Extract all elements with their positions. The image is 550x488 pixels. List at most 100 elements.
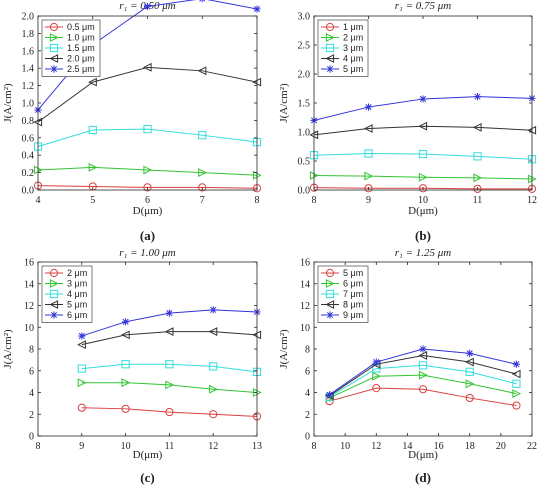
series-line (313, 152, 533, 160)
data-point (208, 327, 218, 337)
series-line (37, 128, 258, 147)
data-point (78, 332, 86, 340)
x-axis-label: D(μm) (133, 205, 163, 217)
y-tick-label: 6 (305, 366, 310, 377)
legend-label: 9 μm (343, 310, 363, 320)
series-2 (33, 162, 262, 180)
y-axis-label: J(A/cm²) (278, 83, 290, 123)
chart-panel-3: r₁ = 1.00 μm 8 9 10 11 12 13 0 2 4 6 8 10 12 14 16 D(μm)… (2, 247, 262, 485)
series-5 (310, 93, 536, 124)
legend-entry: 4 μm (321, 54, 363, 64)
data-point (464, 357, 474, 367)
legend-label: 2.0 μm (67, 54, 95, 64)
data-point (88, 162, 98, 172)
legend-entry: 3 μm (321, 43, 363, 53)
y-tick-label: 2 (29, 410, 34, 421)
data-point (418, 361, 428, 370)
panel-label: (d) (415, 470, 431, 485)
data-point (418, 370, 428, 380)
panel-label: (c) (140, 470, 154, 485)
x-tick-label: 4 (36, 195, 41, 206)
data-point (473, 152, 482, 161)
data-point (473, 184, 482, 193)
data-point (143, 125, 152, 134)
legend-entry: 6 μm (45, 310, 87, 320)
data-point (473, 93, 482, 101)
data-point (209, 384, 218, 394)
series-line (329, 387, 517, 407)
data-point (77, 364, 86, 373)
data-point (165, 380, 175, 390)
y-tick-label: 14 (24, 279, 34, 290)
data-point (77, 378, 87, 388)
legend-entry: 7 μm (321, 289, 363, 299)
y-tick-label: 0.0 (22, 186, 35, 197)
chart-title: r₁ = 0.75 μm (395, 0, 452, 12)
legend: 1 μm2 μm3 μm4 μm5 μm (317, 19, 369, 77)
series-3 (325, 361, 521, 401)
series-line (329, 355, 517, 397)
y-tick-label: 0.0 (298, 186, 311, 197)
data-point (209, 362, 218, 371)
legend-marker (49, 300, 59, 309)
x-tick-label: 22 (527, 441, 537, 452)
series-4 (77, 327, 262, 350)
series-line (81, 363, 258, 373)
x-tick-label: 8 (312, 195, 317, 206)
series-line (37, 66, 258, 123)
x-tick-label: 8 (255, 195, 260, 206)
x-tick-label: 16 (434, 441, 444, 452)
y-tick-label: 0 (29, 432, 34, 443)
legend: 2 μm3 μm4 μm5 μm6 μm (41, 265, 93, 323)
data-point (511, 369, 521, 379)
data-point (122, 318, 130, 326)
y-tick-label: 14 (300, 279, 310, 290)
data-point (77, 403, 86, 412)
legend-label: 1.0 μm (67, 33, 95, 43)
legend-entry: 4 μm (45, 289, 87, 299)
x-tick-label: 18 (465, 441, 475, 452)
data-point (364, 149, 373, 158)
legend-label: 6 μm (343, 279, 363, 289)
data-point (418, 172, 428, 182)
legend-label: 2 μm (67, 268, 87, 278)
data-point (364, 171, 374, 181)
data-point (418, 121, 428, 131)
data-point (165, 360, 174, 369)
data-point (419, 345, 427, 353)
data-point (363, 124, 373, 133)
legend-marker (325, 289, 335, 299)
data-point (198, 168, 207, 178)
y-tick-label: 2 (305, 410, 310, 421)
data-point (199, 0, 206, 3)
data-point (512, 389, 522, 398)
legend-label: 2 μm (343, 33, 363, 43)
legend-entry: 9 μm (321, 310, 363, 320)
legend-label: 5 μm (343, 268, 363, 278)
legend-entry: 1.5 μm (45, 43, 95, 53)
series-line (81, 382, 258, 393)
legend-label: 3 μm (67, 279, 87, 289)
series-3 (77, 360, 262, 376)
data-point (120, 330, 130, 340)
x-axis-label: D(μm) (408, 205, 438, 217)
data-point (209, 306, 217, 314)
x-tick-label: 8 (312, 441, 317, 452)
x-tick-label: 10 (340, 441, 350, 452)
legend-entry: 5 μm (45, 300, 87, 310)
chart-panel-2: r₁ = 0.75 μm 8 9 10 11 12 0.0 0.5 1.0 1.5 2.0 2.5 3.… (278, 0, 537, 243)
series-line (329, 364, 517, 398)
legend-marker (49, 268, 59, 278)
panel-label: (a) (140, 228, 155, 243)
legend-marker (49, 43, 59, 53)
data-point (142, 62, 152, 72)
y-tick-label: 12 (24, 301, 34, 312)
legend-marker (49, 54, 59, 63)
chart-title: r₁ = 1.25 μm (395, 247, 452, 259)
y-tick-label: 6 (29, 366, 34, 377)
data-point (198, 183, 207, 192)
legend-marker (50, 311, 58, 319)
legend-entry: 8 μm (321, 300, 363, 310)
y-tick-label: 4 (305, 388, 310, 399)
data-point (165, 407, 174, 417)
